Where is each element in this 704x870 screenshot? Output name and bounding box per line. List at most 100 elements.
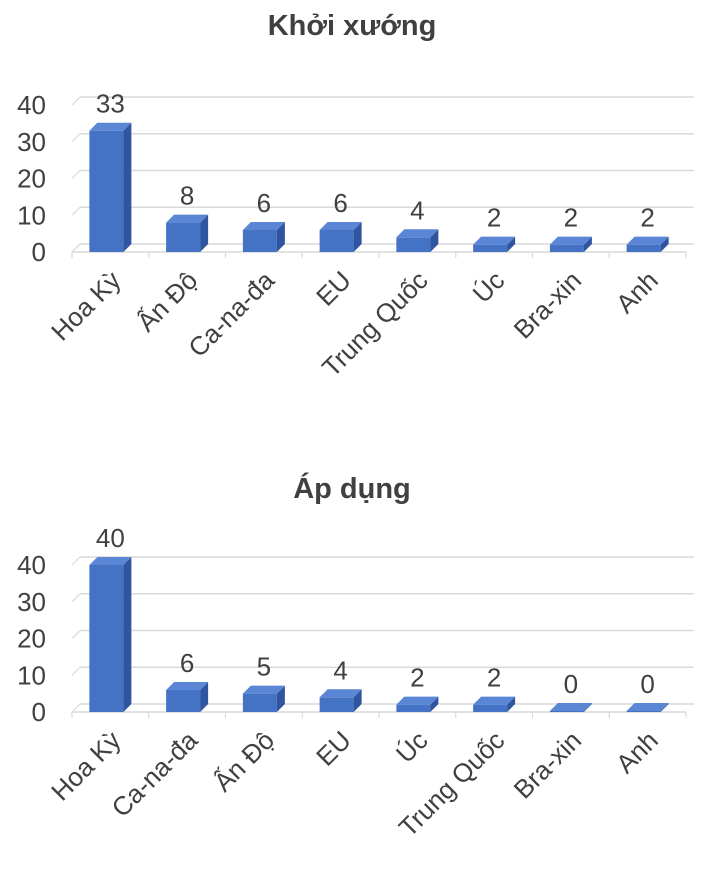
y-tick-label: 30	[17, 587, 46, 617]
gridline-depth	[71, 170, 81, 179]
bar-front	[89, 130, 124, 252]
gridline-depth	[71, 666, 81, 676]
bar-side	[200, 214, 209, 252]
bar	[89, 122, 132, 252]
bar-front	[319, 229, 354, 252]
bar-front	[89, 565, 124, 712]
data-label: 2	[410, 663, 424, 693]
bar-top	[473, 696, 516, 705]
bar-front	[626, 711, 661, 712]
data-label: 2	[564, 203, 578, 233]
bar-front	[319, 697, 354, 712]
bar	[473, 236, 516, 252]
gridline-depth	[71, 243, 81, 253]
bar	[242, 221, 285, 252]
data-label: 6	[257, 188, 271, 218]
gridline-depth	[71, 556, 81, 566]
x-tick-label: EU	[310, 725, 357, 772]
bar-top	[473, 236, 516, 245]
bar-top	[89, 557, 132, 565]
data-label: 2	[487, 203, 501, 233]
x-tick-label: Ấn Độ	[208, 725, 280, 797]
bar-top	[396, 229, 439, 238]
x-tick-label: Ca-na-đa	[105, 725, 203, 823]
bar-side	[276, 685, 285, 712]
x-tick-label: EU	[310, 265, 357, 312]
bar-front	[549, 244, 584, 252]
bar-front	[626, 244, 661, 252]
bar-front	[242, 693, 277, 712]
bar-front	[242, 229, 277, 252]
data-label: 4	[410, 195, 424, 225]
bar-front	[549, 711, 584, 712]
y-tick-label: 0	[32, 237, 46, 267]
bar-side	[660, 703, 669, 712]
gridlines	[71, 556, 694, 713]
bar	[549, 236, 592, 252]
bar-top	[396, 696, 439, 705]
gridline-depth	[71, 593, 81, 603]
gridline-depth	[71, 703, 81, 713]
bar-side	[353, 221, 362, 252]
chart-title: Khởi xướng	[267, 10, 437, 42]
data-label: 0	[564, 669, 578, 699]
bar-side	[353, 689, 362, 712]
data-label: 8	[180, 181, 194, 211]
gridline-depth	[71, 96, 81, 106]
bar-front	[473, 244, 508, 252]
bar-top	[166, 681, 209, 690]
bar	[89, 557, 132, 712]
chart-title: Áp dụng	[293, 473, 411, 505]
bar-side	[507, 236, 516, 252]
gridline-depth	[71, 206, 81, 216]
bar	[549, 703, 592, 712]
bar-top	[626, 236, 669, 245]
y-tick-label: 20	[17, 624, 46, 654]
y-tick-label: 30	[17, 127, 46, 157]
bar-side	[123, 557, 132, 712]
bar-side	[583, 703, 592, 712]
bar-side	[123, 122, 132, 252]
x-tick-label: Bra-xin	[508, 265, 587, 344]
data-label: 33	[96, 89, 125, 119]
bar-front	[166, 222, 201, 252]
bar	[626, 236, 669, 252]
y-tick-label: 10	[17, 200, 46, 230]
bar	[319, 221, 362, 252]
bar-top	[319, 221, 362, 230]
x-tick-label: Bra-xin	[508, 725, 587, 804]
bar-top	[319, 689, 362, 698]
y-tick-label: 40	[17, 550, 46, 580]
bar-top	[626, 703, 669, 711]
data-label: 2	[487, 663, 501, 693]
bar	[166, 214, 209, 252]
bar-top	[549, 703, 592, 711]
bar	[396, 229, 439, 252]
bar	[319, 689, 362, 712]
bar-top	[242, 221, 285, 230]
bar	[396, 696, 439, 712]
bar-side	[430, 696, 439, 712]
y-tick-label: 10	[17, 660, 46, 690]
chart-ap-dung: Áp dụng 0 10 20 30 40 40 Hoa Kỳ 6 Ca-na-đa 5 Ấn Độ…	[0, 455, 704, 870]
x-tick-label: Anh	[610, 265, 664, 319]
bar-top	[242, 685, 285, 694]
x-tick-label: Anh	[610, 725, 664, 779]
x-tick-label: Hoa Kỳ	[45, 265, 127, 347]
bar-side	[276, 221, 285, 252]
y-tick-label: 0	[32, 697, 46, 727]
bar-front	[473, 704, 508, 712]
bar	[166, 681, 209, 712]
y-tick-label: 20	[17, 164, 46, 194]
data-label: 5	[257, 652, 271, 682]
y-tick-label: 40	[17, 90, 46, 120]
bar-top	[549, 236, 592, 245]
bar-side	[200, 681, 209, 712]
bar-side	[507, 696, 516, 712]
bar-front	[396, 704, 431, 712]
bar-front	[166, 689, 201, 712]
bar-side	[430, 229, 439, 252]
bar-top	[89, 122, 132, 131]
